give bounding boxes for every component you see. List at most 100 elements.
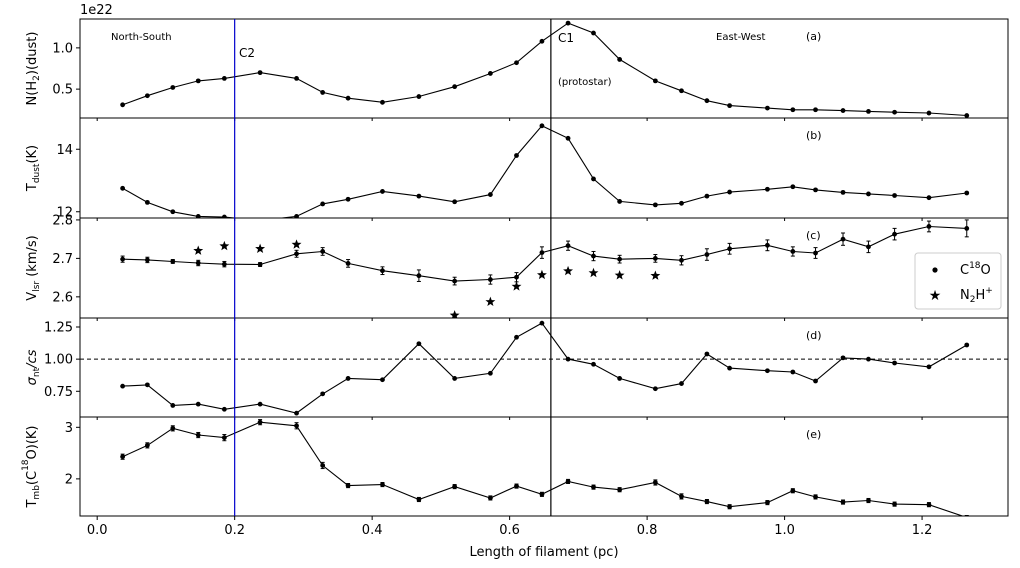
panel-label: (c) (806, 229, 821, 242)
data-point (514, 483, 519, 489)
data-point-star (563, 265, 573, 276)
series-group (120, 419, 969, 516)
data-point (195, 78, 201, 84)
data-point (591, 253, 596, 259)
data-point (704, 351, 710, 357)
data-point (813, 494, 818, 500)
data-point (416, 94, 422, 99)
data-point (380, 377, 385, 383)
c1-label: C1 (558, 31, 574, 45)
data-point-star (255, 243, 266, 253)
legend-n2h-label: N2H+ (960, 286, 993, 305)
panel-label: (d) (806, 329, 822, 342)
data-point (257, 401, 263, 407)
data-point (565, 479, 571, 484)
y-axis-label-part: /cs (25, 349, 40, 369)
data-point (926, 502, 932, 508)
y-axis-label-part: lsr (32, 281, 42, 292)
series-line (122, 125, 967, 218)
y-axis-label: σnt/cs (25, 349, 42, 385)
data-point (964, 113, 970, 118)
data-point (765, 242, 770, 248)
y-axis-label-part: T (25, 183, 40, 192)
data-point (144, 93, 150, 99)
y-axis-label-part: mb (32, 485, 42, 500)
panel-label: (b) (806, 129, 822, 142)
data-point (679, 494, 684, 499)
data-point (514, 153, 519, 158)
data-point (964, 342, 970, 348)
y-axis-label: Vlsr (km/s) (25, 235, 42, 300)
data-point (380, 268, 385, 274)
data-point (514, 60, 519, 66)
data-point (452, 199, 458, 205)
y-axis-label: Tmb(C18O)(K) (21, 425, 42, 508)
panel-c: 2.6 2.7 2.8 Vlsr (km/s) (c) (25, 213, 1009, 321)
panel-b: 12 14 Tdust(K) (b) (25, 117, 1009, 223)
data-point (926, 224, 932, 229)
data-point (866, 244, 871, 250)
data-point (790, 369, 796, 375)
x-tick-label: 0.6 (499, 523, 520, 538)
data-point (170, 425, 176, 431)
data-point (221, 261, 227, 267)
data-point (727, 504, 732, 510)
data-point-star (193, 245, 204, 255)
data-point (813, 250, 818, 256)
data-point (258, 218, 263, 223)
x-tick-label: 0.8 (637, 523, 658, 538)
data-point (195, 260, 201, 266)
data-point (679, 381, 684, 386)
y-axis-label-part: )(dust) (25, 32, 40, 76)
data-point (416, 273, 422, 279)
data-point (539, 491, 545, 497)
data-point (487, 71, 493, 76)
y-tick-label: 0.5 (52, 83, 73, 98)
data-point (652, 255, 658, 261)
data-point (964, 515, 969, 516)
data-point (345, 196, 351, 202)
y-tick-label: 3 (65, 421, 73, 436)
data-point (221, 214, 227, 218)
data-point (866, 191, 871, 197)
data-point (565, 20, 571, 26)
data-point (866, 498, 871, 503)
panel-frame (79, 117, 1009, 219)
data-point (840, 189, 846, 195)
offset-label: 1e22 (80, 3, 113, 18)
data-point (144, 382, 150, 388)
data-point (840, 499, 846, 505)
data-point (892, 193, 897, 198)
data-point (144, 442, 150, 448)
data-point (727, 189, 732, 195)
data-point (221, 76, 227, 81)
data-point (170, 403, 176, 408)
panel-label: (e) (806, 428, 821, 441)
data-point (487, 495, 493, 501)
y-tick-label: 2 (65, 472, 73, 487)
y-axis-label-part: O)(K) (25, 425, 40, 459)
data-point (452, 484, 458, 490)
data-point (257, 70, 263, 76)
data-point (452, 376, 458, 381)
panel-label: (a) (806, 30, 821, 43)
data-point (591, 484, 596, 490)
data-point (195, 432, 201, 438)
data-point (294, 76, 299, 81)
data-point (487, 277, 493, 282)
data-point-star (650, 270, 661, 280)
data-point (320, 463, 326, 468)
data-point (704, 193, 710, 199)
data-point (765, 368, 770, 374)
data-point (565, 356, 571, 362)
data-point (926, 364, 932, 370)
series-line (122, 22, 967, 117)
y-tick-label: 1.00 (44, 353, 73, 368)
series-group (120, 320, 970, 416)
legend-c18o-label: C18O (960, 261, 991, 278)
y-axis-label-part: σ (25, 376, 40, 385)
data-point (514, 334, 519, 340)
y-tick-label: 2.8 (52, 213, 73, 228)
y-axis-label-part: 18 (21, 459, 31, 471)
